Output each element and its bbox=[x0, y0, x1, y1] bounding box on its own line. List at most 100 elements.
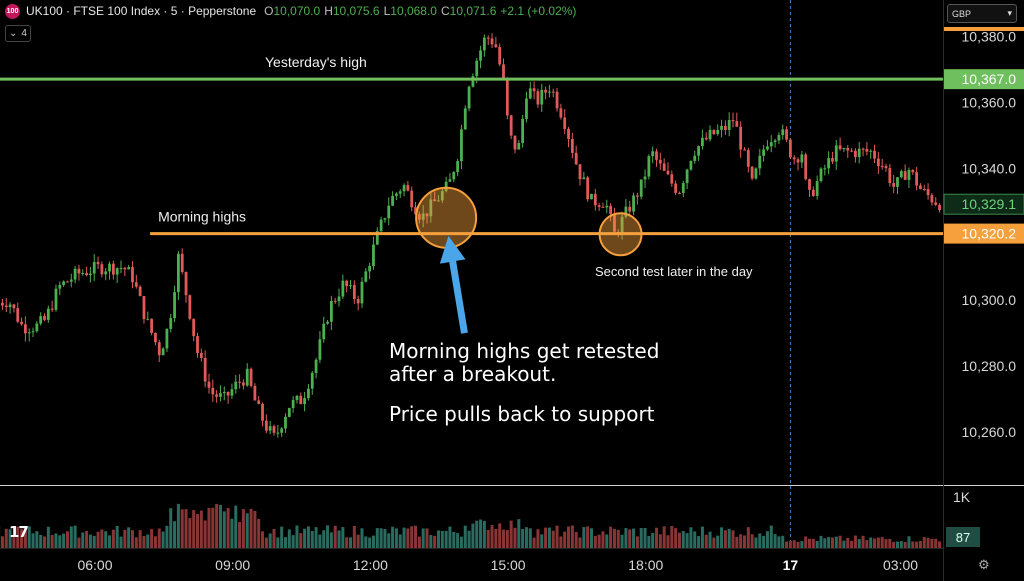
currency-select[interactable]: GBP ▾ bbox=[947, 4, 1017, 23]
volume-bar bbox=[410, 526, 414, 548]
last-price-badge bbox=[943, 193, 1024, 215]
volume-bar bbox=[915, 541, 919, 548]
volume-bar bbox=[108, 535, 112, 548]
volume-bar bbox=[46, 526, 50, 548]
candle-body bbox=[475, 60, 479, 77]
volume-bar bbox=[681, 530, 685, 548]
symbol-title[interactable]: UK100 · FTSE 100 Index · 5 · Pepperstone bbox=[26, 4, 257, 18]
volume-bar bbox=[746, 527, 750, 548]
volume-bar bbox=[142, 536, 146, 548]
candle-body bbox=[242, 382, 245, 386]
volume-bar bbox=[173, 521, 177, 548]
candle-body bbox=[123, 267, 127, 270]
candle-body bbox=[66, 281, 69, 283]
candle-body bbox=[410, 190, 414, 208]
volume-bar bbox=[196, 514, 200, 548]
volume-bar bbox=[425, 528, 429, 548]
volume-bar bbox=[23, 528, 27, 548]
candle-body bbox=[712, 129, 716, 135]
candle-body bbox=[176, 253, 180, 293]
volume-bar bbox=[257, 518, 261, 548]
morning_highs-price-label: 10,320.2 bbox=[962, 226, 1017, 242]
candle-body bbox=[467, 86, 471, 109]
volume-bar bbox=[589, 528, 593, 548]
candle-body bbox=[746, 150, 750, 167]
volume-bar bbox=[907, 536, 911, 548]
volume-bar bbox=[731, 530, 735, 548]
volume-bar bbox=[524, 527, 528, 548]
retest-circle-2 bbox=[598, 212, 643, 257]
candle-body bbox=[800, 154, 804, 163]
volume-bar bbox=[853, 535, 857, 548]
candle-body bbox=[766, 146, 769, 150]
volume-bar bbox=[318, 534, 322, 548]
indicators-toggle[interactable]: ⌄ 4 bbox=[5, 25, 31, 42]
volume-bar bbox=[88, 534, 92, 548]
volume-bar bbox=[169, 508, 173, 548]
candle-body bbox=[517, 142, 521, 150]
volume-bar bbox=[81, 532, 85, 548]
candle-body bbox=[199, 353, 203, 358]
candle-body bbox=[528, 88, 532, 99]
volume-bar bbox=[505, 530, 509, 548]
volume-bar bbox=[272, 529, 276, 548]
volume-bar bbox=[563, 531, 567, 548]
candle-body bbox=[567, 128, 570, 140]
volume-bar bbox=[188, 518, 192, 548]
volume-bar bbox=[781, 535, 785, 548]
volume-bar bbox=[674, 528, 678, 548]
candle-body bbox=[758, 155, 762, 169]
candle-body bbox=[735, 121, 739, 127]
candle-body bbox=[559, 108, 563, 118]
candle-body bbox=[77, 268, 81, 274]
candle-body bbox=[272, 426, 276, 433]
yesterday_high-price-label: 10,367.0 bbox=[962, 71, 1017, 87]
symbol-header[interactable]: 100 UK100 · FTSE 100 Index · 5 · Peppers… bbox=[0, 0, 580, 22]
second-test-label: Second test later in the day bbox=[595, 264, 753, 279]
volume-bar bbox=[704, 534, 708, 548]
volume-bar bbox=[345, 537, 349, 548]
volume-bar bbox=[349, 537, 353, 548]
yesterday_high-label: Yesterday's high bbox=[265, 54, 367, 70]
volume-bar bbox=[444, 530, 448, 548]
candle-body bbox=[211, 387, 215, 395]
candle-body bbox=[318, 339, 322, 360]
candle-body bbox=[570, 139, 574, 153]
volume-bar bbox=[218, 504, 222, 548]
volume-bar bbox=[310, 531, 314, 548]
candle-body bbox=[532, 88, 536, 92]
candle-body bbox=[368, 265, 372, 272]
candle-body bbox=[635, 195, 639, 197]
tradingview-logo-icon[interactable]: 17 bbox=[9, 523, 29, 541]
volume-bar bbox=[138, 530, 142, 548]
annotation-line-2: after a breakout. bbox=[389, 362, 556, 386]
candle-body bbox=[50, 308, 54, 310]
volume-bar bbox=[35, 531, 39, 548]
gear-icon[interactable]: ⚙ bbox=[978, 557, 990, 572]
volume-bar bbox=[448, 526, 452, 548]
volume-bar bbox=[742, 535, 746, 548]
candle-body bbox=[417, 214, 421, 220]
volume-bar bbox=[280, 526, 284, 548]
candle-body bbox=[490, 38, 494, 45]
candle-body bbox=[402, 185, 406, 192]
volume-bar bbox=[892, 541, 896, 548]
candle-body bbox=[230, 389, 234, 396]
volume-bar bbox=[540, 534, 544, 548]
volume-bar bbox=[295, 525, 299, 548]
volume-bar bbox=[207, 507, 211, 548]
candle-body bbox=[815, 181, 819, 196]
candle-body bbox=[880, 165, 884, 167]
candle-body bbox=[857, 148, 861, 158]
volume-bar bbox=[8, 529, 12, 548]
volume-bar bbox=[616, 529, 620, 548]
candle-body bbox=[134, 282, 138, 287]
x-tick-label: 09:00 bbox=[215, 557, 250, 573]
candle-body bbox=[89, 273, 92, 276]
candle-body bbox=[379, 219, 383, 232]
volume-bar bbox=[341, 527, 345, 548]
candle-body bbox=[934, 202, 938, 205]
candle-body bbox=[326, 321, 329, 324]
candle-body bbox=[502, 64, 505, 79]
